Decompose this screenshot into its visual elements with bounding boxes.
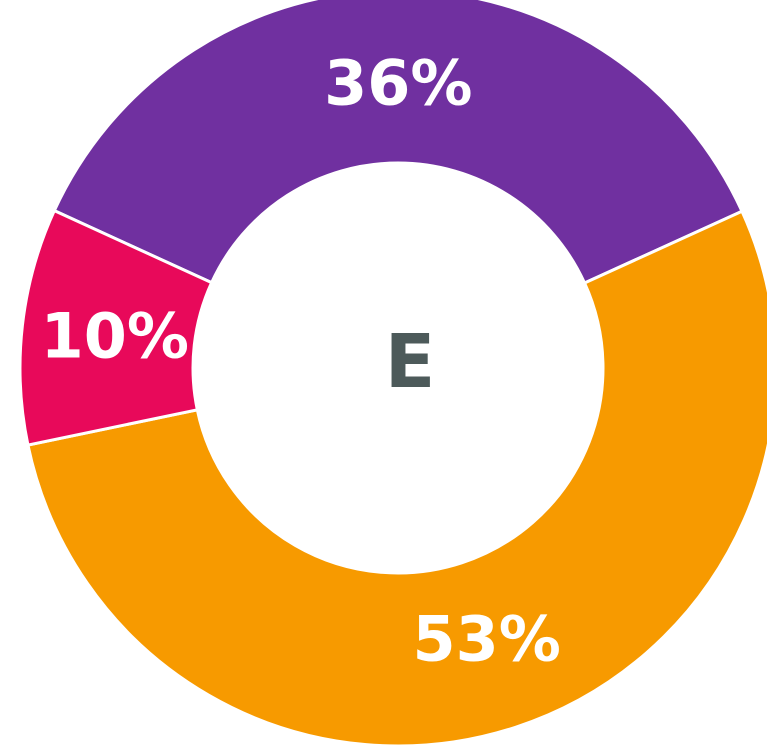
slice <box>52 0 744 286</box>
slices <box>18 0 767 748</box>
slice-label: 53% <box>412 602 560 675</box>
slice <box>26 209 767 748</box>
center-label: E <box>385 319 436 405</box>
slice-label: 36% <box>324 47 472 120</box>
slice-label: 10% <box>41 300 189 373</box>
slice <box>18 208 214 447</box>
